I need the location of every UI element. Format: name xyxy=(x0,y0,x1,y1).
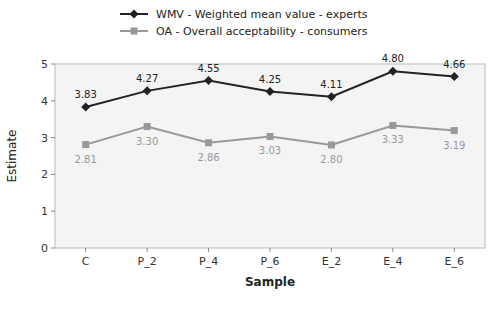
marker xyxy=(451,127,458,134)
tick-mark xyxy=(51,248,55,249)
plot-area xyxy=(55,64,485,248)
y-tick-label: 3 xyxy=(41,132,48,145)
series-line xyxy=(86,71,455,107)
marker xyxy=(131,28,138,35)
legend-label: OA - Overall acceptability - consumers xyxy=(156,25,368,38)
tick-mark xyxy=(85,248,86,252)
x-tick-label: E_2 xyxy=(322,255,341,268)
plot-marks xyxy=(81,67,459,149)
marker xyxy=(82,141,89,148)
data-label: 3.33 xyxy=(382,134,404,145)
tick-mark xyxy=(392,248,393,252)
x-tick-label: P_6 xyxy=(260,255,279,268)
tick-mark xyxy=(51,174,55,175)
chart-container: 0 1 2 3 4 5 C P_2 P_4 P_6 E_2 E_4 E_6 Sample Estimate 3… xyxy=(0,0,500,309)
x-tick-label: P_2 xyxy=(138,255,157,268)
marker xyxy=(267,133,274,140)
data-label: 2.80 xyxy=(320,154,342,165)
data-label: 3.83 xyxy=(75,89,97,100)
data-label: 4.25 xyxy=(259,74,281,85)
y-tick-label: 4 xyxy=(41,95,48,108)
data-label: 4.27 xyxy=(136,73,158,84)
tick-mark xyxy=(51,100,55,101)
x-tick-label: E_6 xyxy=(445,255,464,268)
legend: WMV - Weighted mean value - experts OA - … xyxy=(120,8,368,38)
marker xyxy=(266,87,275,96)
y-tick-label: 0 xyxy=(41,242,48,255)
marker xyxy=(205,139,212,146)
y-tick-label: 1 xyxy=(41,205,48,218)
legend-label: WMV - Weighted mean value - experts xyxy=(156,8,368,21)
tick-mark xyxy=(208,248,209,252)
data-label: 4.66 xyxy=(443,59,465,70)
data-label: 4.80 xyxy=(382,53,404,64)
y-tick-label: 5 xyxy=(41,58,48,71)
marker xyxy=(130,10,139,19)
data-label: 3.30 xyxy=(136,136,158,147)
marker xyxy=(143,86,152,95)
y-tick-label: 2 xyxy=(41,168,48,181)
data-label: 4.11 xyxy=(320,79,342,90)
x-tick-label: E_4 xyxy=(383,255,402,268)
marker xyxy=(204,76,213,85)
tick-mark xyxy=(147,248,148,252)
tick-mark xyxy=(51,211,55,212)
y-axis-label: Estimate xyxy=(5,129,19,182)
marker xyxy=(328,141,335,148)
data-label: 4.55 xyxy=(197,63,219,74)
tick-mark xyxy=(454,248,455,252)
tick-mark xyxy=(270,248,271,252)
tick-mark xyxy=(331,248,332,252)
marker xyxy=(450,72,459,81)
marker xyxy=(81,103,90,112)
chart: 0 1 2 3 4 5 C P_2 P_4 P_6 E_2 E_4 E_6 Sample Estimate 3… xyxy=(0,0,500,309)
x-tick-label: C xyxy=(82,255,90,268)
marker xyxy=(389,122,396,129)
data-label: 3.03 xyxy=(259,145,281,156)
data-label: 2.86 xyxy=(197,152,219,163)
x-axis-label: Sample xyxy=(245,275,295,289)
tick-mark xyxy=(51,64,55,65)
marker xyxy=(327,92,336,101)
tick-mark xyxy=(51,137,55,138)
data-label: 3.19 xyxy=(443,140,465,151)
data-label: 2.81 xyxy=(75,154,97,165)
x-tick-label: P_4 xyxy=(199,255,218,268)
data-labels: 3.83 4.27 4.55 4.25 4.11 4.80 4.66 2.81 3.30 2.86… xyxy=(75,53,466,165)
marker xyxy=(144,123,151,130)
marker xyxy=(388,67,397,76)
